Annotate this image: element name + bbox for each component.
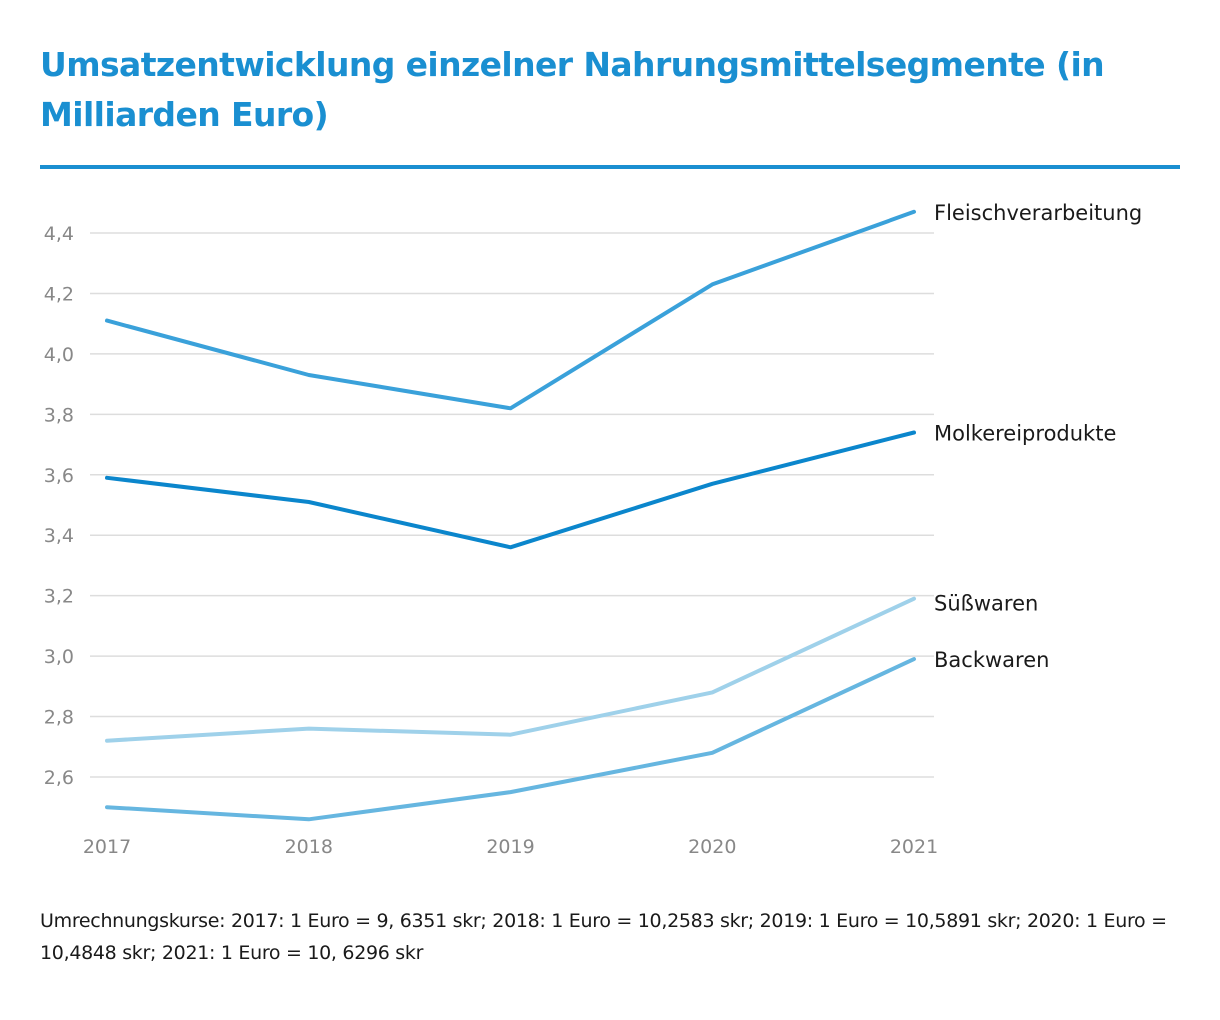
y-tick-label: 3,8 xyxy=(44,404,74,426)
x-axis-ticks: 2017 2018 2019 2020 2021 xyxy=(83,836,938,858)
x-tick-label: 2021 xyxy=(890,836,938,858)
x-tick-label: 2017 xyxy=(83,836,131,858)
series-labels: Fleischverarbeitung Molkereiprodukte Süßwa… xyxy=(934,201,1142,672)
title-rule xyxy=(40,165,1180,169)
y-tick-label: 3,2 xyxy=(44,586,74,608)
series-label: Süßwaren xyxy=(934,592,1038,616)
exchange-rate-note: Umrechnungskurse: 2017: 1 Euro = 9, 6351… xyxy=(40,910,1167,964)
grid-lines xyxy=(90,232,934,778)
y-tick-label: 2,6 xyxy=(44,767,74,789)
y-tick-label: 2,8 xyxy=(44,707,74,729)
series-lines xyxy=(105,209,916,822)
series-label: Fleischverarbeitung xyxy=(934,201,1142,225)
line-chart: 2,62,83,03,23,43,63,84,04,24,4 2017 2018 2… xyxy=(44,201,1142,858)
series-label: Molkereiprodukte xyxy=(934,421,1116,445)
x-tick-label: 2019 xyxy=(486,836,534,858)
series-label: Backwaren xyxy=(934,648,1049,672)
y-tick-label: 4,0 xyxy=(44,344,74,366)
y-tick-label: 3,4 xyxy=(44,525,74,547)
series-line-molkereiprodukte xyxy=(105,430,916,550)
series-line-s-waren xyxy=(105,596,916,743)
series-line-fleischverarbeitung xyxy=(105,209,916,411)
x-tick-label: 2020 xyxy=(688,836,736,858)
y-tick-label: 4,4 xyxy=(44,223,74,245)
y-axis-ticks: 2,6 2,8 3,0 3,2 3,4 3,6 3,8 4,0 4,2 4,4 xyxy=(44,223,74,789)
chart-title: Umsatzentwicklung einzelner Nahrungsmitt… xyxy=(40,45,1105,134)
y-tick-label: 4,2 xyxy=(44,283,74,305)
y-tick-label: 3,0 xyxy=(44,646,74,668)
x-tick-label: 2018 xyxy=(285,836,333,858)
y-tick-label: 3,6 xyxy=(44,465,74,487)
series-line-backwaren xyxy=(105,657,916,822)
